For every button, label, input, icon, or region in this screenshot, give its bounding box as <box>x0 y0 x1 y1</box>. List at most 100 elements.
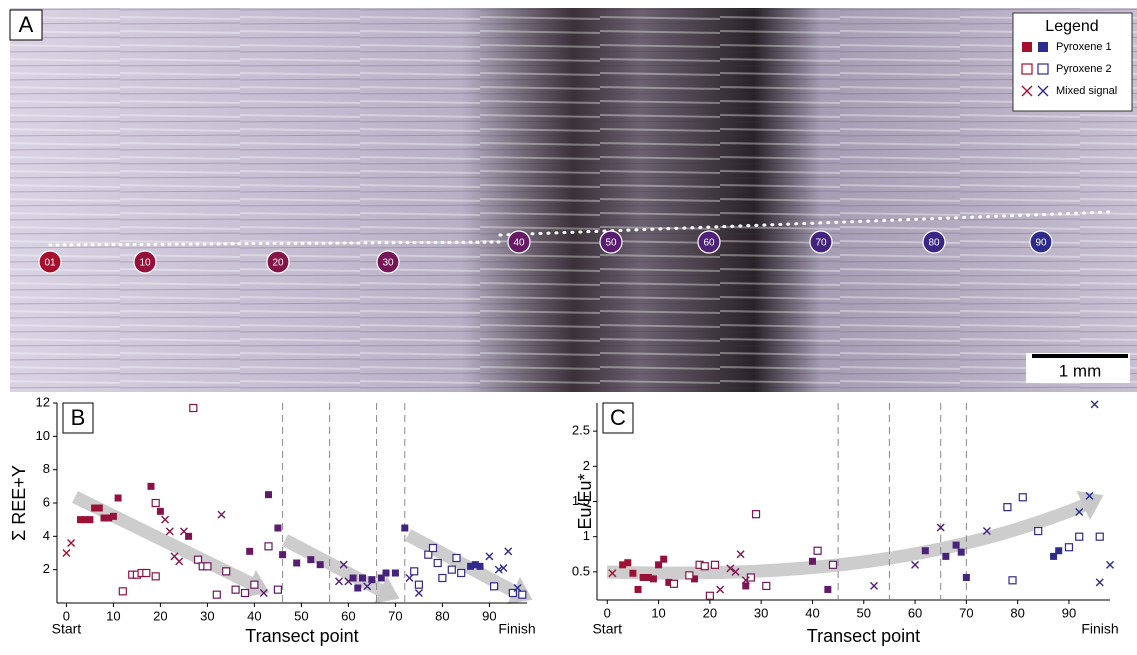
marker-square <box>952 541 960 549</box>
marker-open-square <box>250 580 259 589</box>
transect-point <box>809 230 833 254</box>
marker-square <box>619 561 627 569</box>
marker-x <box>414 589 423 597</box>
marker-open-square <box>813 546 822 555</box>
marker-square <box>368 576 376 584</box>
marker-square <box>401 524 409 532</box>
marker-open-square <box>828 560 838 569</box>
marker-square <box>639 573 647 581</box>
marker-open-square <box>508 588 517 598</box>
marker-square <box>316 561 324 569</box>
marker-square <box>147 482 155 490</box>
marker-square <box>377 574 385 582</box>
marker-square <box>274 524 282 532</box>
marker-square <box>742 582 750 590</box>
marker-x <box>741 576 750 585</box>
chart: 0.5 1 1.5 2 2.5 0 10 20 30 40 50 60 70 80 90 C Eu/Eu* Tra… <box>572 402 1119 646</box>
y-tick-label: 1.5 <box>572 493 590 508</box>
marker-square <box>354 584 362 592</box>
marker-open-square <box>222 567 231 576</box>
legend-label: Mixed signal <box>1056 85 1117 97</box>
marker-square <box>824 585 832 593</box>
marker-square <box>391 569 399 577</box>
y-tick-label: 2.5 <box>572 423 590 438</box>
marker-square <box>471 561 479 569</box>
x-tick-label: 30 <box>754 605 768 620</box>
marker-x <box>179 527 188 536</box>
y-tick-label: 4 <box>43 528 50 543</box>
marker-square <box>265 491 272 499</box>
marker-open-square <box>705 591 714 600</box>
marker-open-square <box>433 558 442 568</box>
y-tick-label: 0.5 <box>572 563 590 578</box>
marker-open-square <box>457 568 466 578</box>
marker-open-square <box>447 565 456 574</box>
transect-point-label: 90 <box>1035 238 1047 249</box>
marker-x <box>731 567 740 576</box>
finish-label: Finish <box>1081 621 1118 637</box>
marker-x <box>165 527 174 536</box>
marker-open-square <box>212 590 221 599</box>
marker-x <box>217 510 226 519</box>
marker-open-square <box>203 562 212 571</box>
transect-point-label: 40 <box>513 238 525 249</box>
marker-open-square <box>1003 503 1012 512</box>
marker-open-square <box>490 582 499 591</box>
x-axis-label: Transect point <box>807 626 920 646</box>
panel-label: B <box>71 405 86 430</box>
marker-x <box>405 574 414 582</box>
marker-open-square <box>700 562 709 571</box>
y-tick-label: 8 <box>43 461 50 476</box>
marker-open-square <box>410 567 419 576</box>
x-tick-label: 20 <box>153 608 167 623</box>
y-tick-label: 2 <box>583 458 590 473</box>
y-tick-label: 12 <box>36 394 50 409</box>
marker-square <box>649 575 657 583</box>
transect-point <box>697 230 721 254</box>
marker-x <box>67 539 76 547</box>
y-tick-label: 6 <box>43 494 50 509</box>
marker-x <box>175 557 184 566</box>
marker-square <box>279 551 287 559</box>
transect-point <box>599 230 623 254</box>
trend-arrow <box>281 534 386 597</box>
x-tick-label: 90 <box>1062 605 1076 620</box>
marker-square <box>382 569 390 577</box>
marker-square <box>185 532 193 540</box>
y-tick-label: 10 <box>36 428 50 443</box>
marker-open-square <box>518 590 527 599</box>
marker-x <box>936 523 945 532</box>
marker-x <box>499 564 508 572</box>
x-tick-label: 30 <box>200 608 214 623</box>
marker-x <box>1021 85 1033 97</box>
x-tick-label: 70 <box>388 608 402 623</box>
micrograph-texture <box>10 8 1137 392</box>
marker-open-square <box>710 560 720 569</box>
x-tick-label: 10 <box>106 608 120 623</box>
x-tick-label: 60 <box>908 605 922 620</box>
marker-open-square <box>118 587 127 596</box>
marker-open-square <box>193 555 203 564</box>
marker-square <box>359 574 366 582</box>
trend-arrow <box>606 498 1088 580</box>
transect-point <box>922 230 946 254</box>
start-label: Start <box>592 621 622 637</box>
marker-x <box>1085 491 1094 500</box>
marker-square <box>293 559 301 567</box>
y-tick-label: 2 <box>43 561 50 576</box>
marker-x <box>259 589 268 597</box>
x-tick-label: 40 <box>805 605 819 620</box>
marker-open-square <box>452 553 461 563</box>
marker-x <box>726 564 735 573</box>
marker-x <box>62 549 71 557</box>
x-tick-label: 20 <box>703 605 717 620</box>
marker-open-square <box>669 579 679 588</box>
marker-x <box>363 582 372 591</box>
x-tick-label: 90 <box>482 608 496 623</box>
arrow-head <box>374 575 400 604</box>
y-axis-label: Σ REE+Y <box>9 465 29 541</box>
x-axis-label: Transect point <box>245 626 358 646</box>
marker-x <box>513 584 522 592</box>
arrow-head <box>1076 490 1104 521</box>
marker-open-square <box>1037 63 1049 75</box>
